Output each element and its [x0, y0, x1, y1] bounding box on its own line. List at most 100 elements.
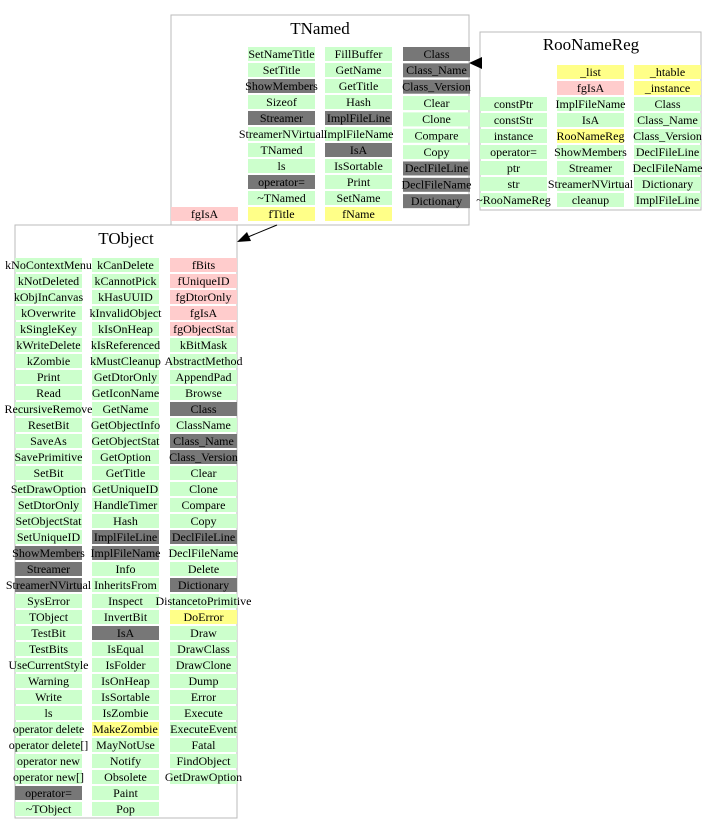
member-cell: [170, 610, 237, 624]
member-cell: [92, 450, 159, 464]
member-cell: [92, 258, 159, 272]
member-label: kHasUUID: [98, 290, 153, 304]
member-cell: [325, 207, 392, 221]
member-cell: [170, 258, 237, 272]
member-cell: [248, 191, 315, 205]
member-label: fUniqueID: [178, 274, 230, 288]
member-label: Pop: [116, 802, 135, 816]
member-label: GetIconName: [92, 386, 159, 400]
member-label: ~TNamed: [257, 191, 305, 205]
member-cell: [248, 63, 315, 77]
member-cell: [170, 450, 237, 464]
member-label: StreamerNVirtual: [6, 578, 92, 592]
member-label: Dictionary: [178, 578, 229, 592]
member-cell: [170, 354, 237, 368]
member-cell: [15, 482, 82, 496]
member-label: Hash: [346, 95, 371, 109]
member-label: Clear: [424, 96, 450, 110]
member-cell: [15, 338, 82, 352]
member-cell: [15, 322, 82, 336]
member-cell: [92, 274, 159, 288]
member-label: GetObjectInfo: [91, 418, 160, 432]
member-cell: [92, 802, 159, 816]
member-cell: [634, 97, 701, 111]
member-cell: [92, 354, 159, 368]
member-label: IsSortable: [334, 159, 383, 173]
member-label: Streamer: [569, 161, 612, 175]
member-label: ShowMembers: [245, 79, 318, 93]
member-cell: [170, 274, 237, 288]
member-cell: [403, 177, 470, 192]
member-cell: [170, 402, 237, 416]
member-label: fTitle: [268, 207, 294, 221]
member-cell: [92, 626, 159, 640]
member-label: operator=: [258, 175, 305, 189]
member-label: kNoContextMenu: [5, 258, 92, 272]
member-label: fgDtorOnly: [176, 290, 232, 304]
member-label: ls: [277, 159, 285, 173]
member-cell: [15, 274, 82, 288]
member-label: SetDrawOption: [11, 482, 86, 496]
member-cell: [403, 161, 470, 176]
member-cell: [248, 127, 315, 141]
member-label: Obsolete: [104, 770, 147, 784]
member-label: FillBuffer: [335, 47, 383, 61]
member-cell: [15, 722, 82, 736]
member-label: kSingleKey: [20, 322, 77, 336]
member-cell: [248, 47, 315, 61]
member-cell: [403, 194, 470, 209]
member-label: kInvalidObject: [90, 306, 163, 320]
member-label: kIsOnHeap: [98, 322, 153, 336]
member-label: DoError: [184, 610, 224, 624]
member-label: SysError: [27, 594, 70, 608]
member-label: fgIsA: [577, 81, 605, 95]
member-label: kZombie: [27, 354, 70, 368]
member-cell: [403, 145, 470, 160]
member-label: DeclFileName: [169, 546, 239, 560]
member-cell: [15, 706, 82, 720]
member-cell: [92, 322, 159, 336]
member-label: GetName: [336, 63, 382, 77]
member-cell: [170, 306, 237, 320]
member-label: ptr: [507, 161, 520, 175]
member-cell: [15, 674, 82, 688]
member-cell: [92, 386, 159, 400]
member-cell: [170, 322, 237, 336]
arrowhead: [469, 57, 482, 69]
member-label: HandleTimer: [94, 498, 158, 512]
member-label: Info: [116, 562, 136, 576]
member-label: RecursiveRemove: [5, 402, 93, 416]
member-label: ImplFileName: [556, 97, 626, 111]
cells: fgIsA SetNameTitle SetTitle ShowMembers Size…: [5, 47, 702, 816]
member-cell: [15, 354, 82, 368]
member-label: IsEqual: [107, 642, 144, 656]
member-cell: [15, 690, 82, 704]
member-cell: [170, 658, 237, 672]
member-cell: [634, 113, 701, 127]
member-label: Warning: [28, 674, 69, 688]
member-cell: [15, 738, 82, 752]
box-title: TNamed: [290, 19, 350, 38]
member-cell: [15, 562, 82, 576]
member-cell: [403, 63, 470, 78]
member-label: ls: [44, 706, 52, 720]
member-cell: [480, 145, 547, 159]
member-label: Copy: [423, 145, 449, 159]
member-label: InvertBit: [104, 610, 148, 624]
member-cell: [15, 530, 82, 544]
member-label: kOverwrite: [21, 306, 76, 320]
member-cell: [15, 306, 82, 320]
member-cell: [15, 642, 82, 656]
member-label: operator new: [17, 754, 80, 768]
member-label: kCannotPick: [95, 274, 157, 288]
member-label: DeclFileName: [402, 178, 472, 192]
member-cell: [325, 63, 392, 77]
member-cell: [248, 95, 315, 109]
member-label: IsSortable: [101, 690, 150, 704]
member-label: Clone: [422, 112, 451, 126]
member-label: ShowMembers: [12, 546, 85, 560]
member-label: DeclFileLine: [405, 161, 468, 175]
member-label: Class_Version: [169, 450, 238, 464]
member-label: constStr: [494, 113, 533, 127]
member-cell: [170, 434, 237, 448]
